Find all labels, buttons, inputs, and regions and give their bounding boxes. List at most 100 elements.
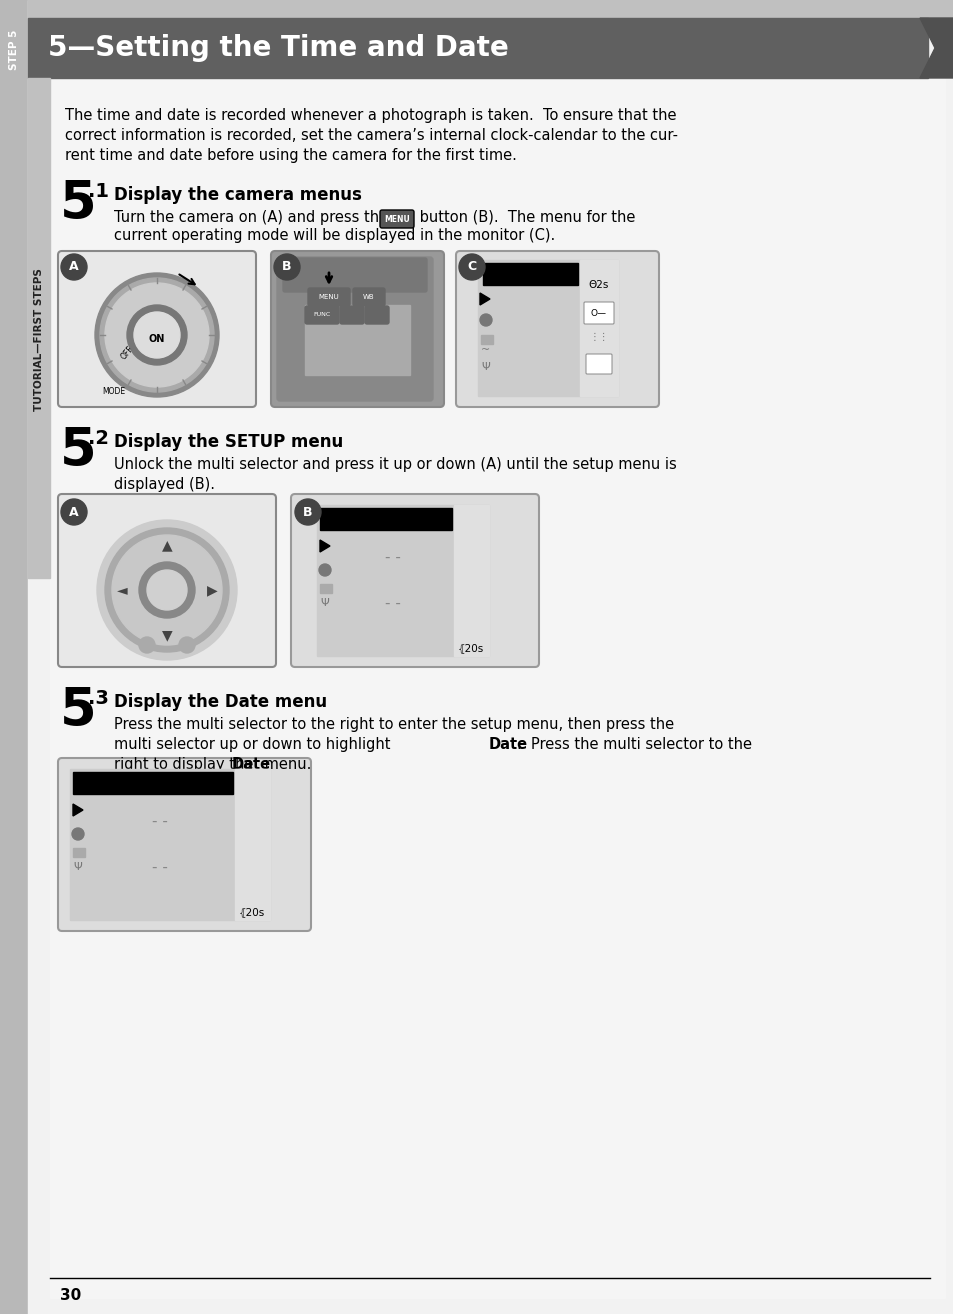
Text: ◄: ◄ bbox=[116, 583, 127, 597]
FancyBboxPatch shape bbox=[58, 251, 255, 407]
Text: MENU: MENU bbox=[384, 214, 410, 223]
Text: ⋮⋮: ⋮⋮ bbox=[589, 332, 608, 342]
Text: 5: 5 bbox=[60, 177, 96, 230]
Polygon shape bbox=[479, 293, 490, 305]
Circle shape bbox=[105, 528, 229, 652]
FancyBboxPatch shape bbox=[283, 258, 427, 292]
FancyBboxPatch shape bbox=[456, 251, 659, 407]
Circle shape bbox=[105, 283, 209, 388]
FancyBboxPatch shape bbox=[276, 258, 433, 401]
Text: Display the SETUP menu: Display the SETUP menu bbox=[113, 434, 343, 451]
Polygon shape bbox=[919, 18, 953, 78]
Text: rent time and date before using the camera for the first time.: rent time and date before using the came… bbox=[65, 148, 517, 163]
Text: Press the multi selector to the right to enter the setup menu, then press the: Press the multi selector to the right to… bbox=[113, 717, 674, 732]
Text: Unlock the multi selector and press it up or down (A) until the setup menu is: Unlock the multi selector and press it u… bbox=[113, 457, 676, 472]
Text: menu.: menu. bbox=[260, 757, 311, 773]
Bar bbox=[73, 848, 85, 857]
FancyBboxPatch shape bbox=[379, 210, 414, 229]
Circle shape bbox=[139, 637, 154, 653]
Text: MENU: MENU bbox=[318, 294, 339, 300]
Text: 30: 30 bbox=[60, 1288, 81, 1302]
Circle shape bbox=[458, 254, 484, 280]
Circle shape bbox=[274, 254, 299, 280]
FancyBboxPatch shape bbox=[353, 288, 385, 306]
Text: A: A bbox=[70, 260, 79, 273]
Text: - -: - - bbox=[152, 815, 168, 829]
Circle shape bbox=[112, 535, 222, 645]
Text: WB: WB bbox=[363, 294, 375, 300]
Text: current operating mode will be displayed in the monitor (C).: current operating mode will be displayed… bbox=[113, 229, 555, 243]
Text: - -: - - bbox=[152, 859, 168, 875]
FancyBboxPatch shape bbox=[339, 306, 364, 325]
Text: .1: .1 bbox=[88, 183, 109, 201]
Polygon shape bbox=[319, 540, 330, 552]
Circle shape bbox=[479, 314, 492, 326]
FancyBboxPatch shape bbox=[308, 288, 350, 306]
Circle shape bbox=[133, 311, 180, 357]
Text: right to display the: right to display the bbox=[113, 757, 257, 773]
Text: ON: ON bbox=[149, 334, 165, 344]
Text: Θ2s: Θ2s bbox=[588, 280, 609, 290]
Text: button (B).  The menu for the: button (B). The menu for the bbox=[415, 210, 635, 225]
Text: - -: - - bbox=[385, 551, 400, 565]
Circle shape bbox=[318, 564, 331, 576]
Text: ⦃20s: ⦃20s bbox=[238, 907, 265, 917]
FancyBboxPatch shape bbox=[58, 758, 311, 932]
Bar bbox=[70, 769, 270, 920]
Text: O—: O— bbox=[590, 309, 606, 318]
Bar bbox=[28, 78, 50, 578]
Bar bbox=[482, 263, 578, 285]
Text: 5: 5 bbox=[60, 424, 96, 477]
Text: STEP 5: STEP 5 bbox=[9, 30, 19, 70]
FancyBboxPatch shape bbox=[585, 353, 612, 374]
Text: 5: 5 bbox=[60, 685, 96, 737]
Circle shape bbox=[179, 637, 194, 653]
Text: FUNC: FUNC bbox=[313, 313, 331, 318]
Text: Turn the camera on (A) and press the: Turn the camera on (A) and press the bbox=[113, 210, 393, 225]
FancyBboxPatch shape bbox=[291, 494, 538, 668]
Circle shape bbox=[97, 520, 236, 660]
Text: ▶: ▶ bbox=[207, 583, 217, 597]
Bar bbox=[480, 335, 493, 344]
Text: .3: .3 bbox=[88, 689, 109, 708]
Text: ▲: ▲ bbox=[161, 537, 172, 552]
Text: Ψ: Ψ bbox=[320, 598, 329, 608]
Bar bbox=[28, 18, 927, 78]
Text: Date: Date bbox=[232, 757, 271, 773]
Text: correct information is recorded, set the camera’s internal clock-calendar to the: correct information is recorded, set the… bbox=[65, 127, 678, 143]
Text: multi selector up or down to highlight: multi selector up or down to highlight bbox=[113, 737, 395, 752]
Text: Ψ: Ψ bbox=[481, 361, 490, 372]
Text: Display the Date menu: Display the Date menu bbox=[113, 692, 327, 711]
Circle shape bbox=[139, 562, 194, 618]
Text: MODE: MODE bbox=[102, 386, 125, 396]
Text: TUTORIAL—FIRST STEPS: TUTORIAL—FIRST STEPS bbox=[34, 268, 44, 411]
FancyBboxPatch shape bbox=[305, 306, 338, 325]
Bar bbox=[73, 773, 233, 794]
FancyBboxPatch shape bbox=[271, 251, 443, 407]
Bar bbox=[319, 583, 332, 593]
Bar bbox=[579, 260, 618, 396]
Bar bbox=[454, 505, 489, 656]
Polygon shape bbox=[73, 804, 83, 816]
Text: ▼: ▼ bbox=[161, 628, 172, 643]
Circle shape bbox=[294, 499, 320, 526]
Text: Display the camera menus: Display the camera menus bbox=[113, 187, 361, 204]
Bar bbox=[28, 0, 953, 18]
Circle shape bbox=[61, 499, 87, 526]
Text: - -: - - bbox=[385, 595, 400, 611]
Text: B: B bbox=[282, 260, 292, 273]
Bar bbox=[234, 769, 270, 920]
Circle shape bbox=[61, 254, 87, 280]
Text: ~: ~ bbox=[481, 346, 490, 355]
FancyBboxPatch shape bbox=[583, 302, 614, 325]
Circle shape bbox=[71, 828, 84, 840]
FancyBboxPatch shape bbox=[58, 494, 275, 668]
Circle shape bbox=[147, 570, 187, 610]
Circle shape bbox=[95, 273, 219, 397]
Text: A: A bbox=[70, 506, 79, 519]
Bar bbox=[0, 0, 28, 1314]
Text: displayed (B).: displayed (B). bbox=[113, 477, 214, 491]
Circle shape bbox=[127, 305, 187, 365]
Text: ⦃20s: ⦃20s bbox=[457, 643, 483, 653]
Bar bbox=[477, 260, 618, 396]
